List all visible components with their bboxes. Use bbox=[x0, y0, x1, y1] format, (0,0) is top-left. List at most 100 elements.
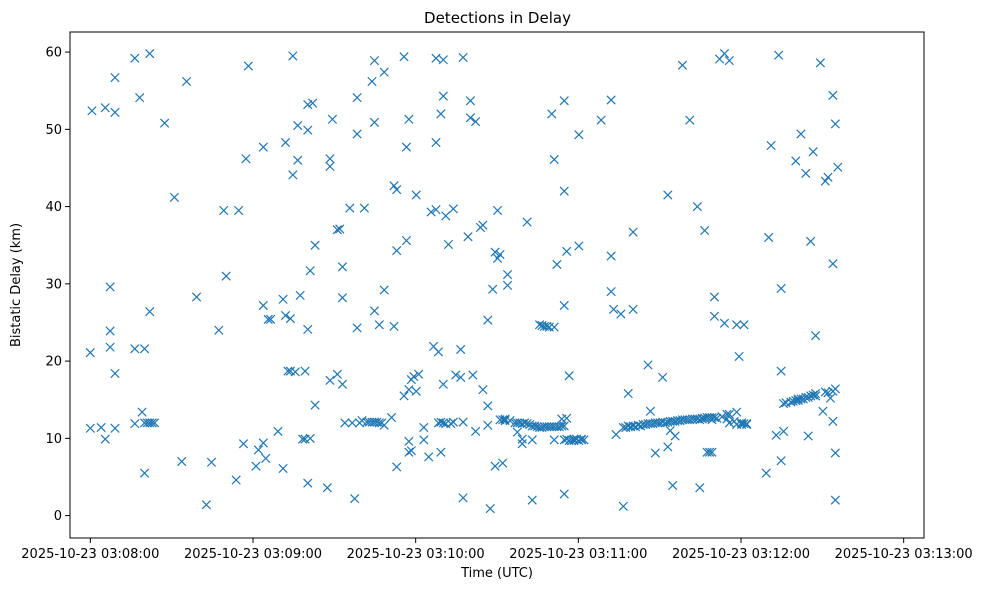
x-tick-label: 2025-10-23 03:08:00 bbox=[21, 547, 159, 562]
data-point bbox=[791, 395, 801, 406]
x-tick-label: 2025-10-23 03:12:00 bbox=[672, 547, 810, 562]
data-point bbox=[219, 205, 229, 216]
y-tick-label: 60 bbox=[45, 46, 62, 61]
data-point bbox=[505, 415, 515, 426]
data-point bbox=[100, 103, 110, 113]
data-point bbox=[139, 344, 150, 354]
data-point bbox=[105, 282, 115, 292]
data-point bbox=[431, 205, 441, 215]
data-point bbox=[559, 421, 569, 431]
data-point bbox=[724, 409, 734, 420]
data-point bbox=[290, 367, 300, 377]
data-point bbox=[734, 351, 744, 362]
data-point bbox=[547, 109, 557, 119]
data-point bbox=[206, 457, 217, 467]
data-point bbox=[280, 310, 291, 321]
data-point bbox=[130, 419, 140, 429]
data-point bbox=[446, 419, 456, 429]
y-tick-label: 40 bbox=[45, 200, 62, 215]
data-point bbox=[337, 379, 348, 389]
data-point bbox=[293, 155, 303, 165]
data-point bbox=[389, 321, 399, 331]
data-point bbox=[458, 493, 468, 503]
data-point bbox=[105, 342, 115, 352]
data-point bbox=[793, 395, 803, 406]
data-point bbox=[776, 456, 786, 466]
y-tick-label: 0 bbox=[54, 509, 62, 524]
data-point bbox=[369, 117, 380, 128]
data-point bbox=[451, 370, 461, 380]
data-point bbox=[169, 192, 180, 202]
data-point bbox=[191, 292, 202, 302]
data-point bbox=[495, 249, 505, 260]
data-point bbox=[404, 114, 414, 124]
x-axis: 2025-10-23 03:08:00 2025-10-23 03:09:00 20… bbox=[21, 538, 973, 562]
data-point bbox=[791, 156, 801, 166]
data-point bbox=[828, 416, 838, 426]
data-point bbox=[818, 406, 828, 416]
data-point bbox=[110, 107, 120, 117]
data-point bbox=[549, 154, 559, 165]
data-point bbox=[303, 125, 313, 135]
data-point bbox=[130, 344, 140, 354]
data-point bbox=[335, 224, 345, 234]
data-point bbox=[559, 186, 569, 196]
data-point bbox=[367, 76, 377, 87]
data-point bbox=[85, 347, 95, 358]
data-point bbox=[483, 420, 493, 430]
y-axis-label: Bistatic Delay (km) bbox=[9, 223, 24, 347]
data-point bbox=[803, 392, 813, 403]
data-point bbox=[527, 435, 537, 445]
data-point bbox=[448, 204, 458, 214]
data-point bbox=[549, 435, 559, 445]
data-point bbox=[332, 225, 342, 235]
data-point bbox=[105, 326, 115, 336]
data-point bbox=[739, 320, 749, 330]
data-point bbox=[436, 447, 446, 457]
data-point bbox=[369, 55, 380, 66]
data-point bbox=[253, 445, 264, 455]
data-point bbox=[465, 113, 476, 123]
data-point bbox=[135, 93, 145, 103]
x-tick-label: 2025-10-23 03:09:00 bbox=[184, 547, 322, 562]
data-point bbox=[139, 468, 150, 478]
data-point bbox=[468, 370, 478, 380]
data-point bbox=[833, 162, 843, 172]
data-point bbox=[285, 313, 296, 324]
data-point bbox=[297, 434, 308, 444]
data-point bbox=[695, 483, 705, 493]
data-point bbox=[392, 462, 402, 472]
data-point bbox=[147, 418, 157, 428]
data-point bbox=[424, 452, 434, 462]
data-point bbox=[709, 292, 720, 302]
data-point bbox=[288, 51, 298, 61]
data-point bbox=[433, 347, 444, 357]
data-point bbox=[616, 309, 626, 319]
data-point bbox=[576, 434, 586, 444]
data-point bbox=[278, 463, 288, 474]
data-point bbox=[808, 390, 818, 400]
data-point bbox=[386, 412, 397, 423]
data-point bbox=[419, 422, 429, 433]
data-point bbox=[426, 207, 436, 217]
data-point bbox=[606, 95, 616, 105]
data-point bbox=[389, 181, 399, 191]
data-point bbox=[305, 266, 315, 276]
data-point bbox=[542, 321, 552, 331]
data-point bbox=[431, 53, 441, 63]
data-point bbox=[441, 211, 451, 221]
data-point bbox=[668, 480, 678, 491]
data-point bbox=[293, 120, 303, 131]
data-points bbox=[85, 49, 843, 514]
y-tick-label: 10 bbox=[45, 432, 62, 447]
data-point bbox=[712, 413, 722, 423]
data-point bbox=[796, 129, 806, 139]
data-point bbox=[645, 406, 656, 416]
data-point bbox=[663, 190, 673, 200]
data-point bbox=[709, 412, 720, 423]
data-point bbox=[379, 420, 389, 430]
data-point bbox=[241, 154, 251, 164]
y-tick-label: 30 bbox=[45, 277, 62, 292]
data-point bbox=[517, 434, 527, 444]
data-point bbox=[485, 504, 495, 514]
